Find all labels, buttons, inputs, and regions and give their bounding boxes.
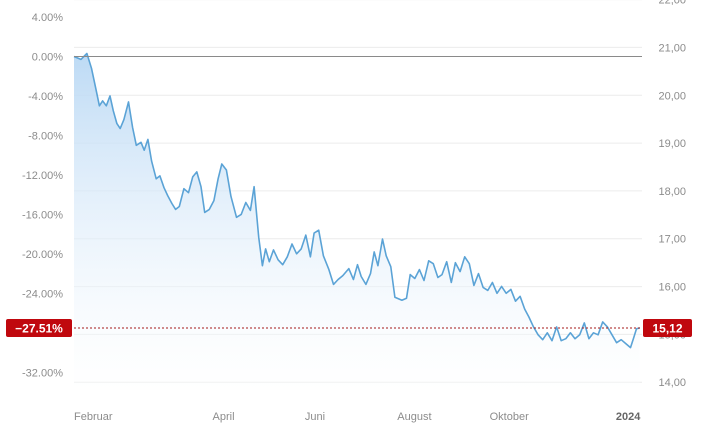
x-tick-label: August xyxy=(397,411,431,423)
x-tick-label: 2024 xyxy=(616,411,641,423)
area-fill xyxy=(74,53,640,392)
series-line xyxy=(73,52,640,349)
current-percent-badge-bg xyxy=(6,318,72,337)
right-tick-label: 21,00 xyxy=(658,42,686,54)
left-tick-label: 4.00% xyxy=(32,12,63,24)
left-tick-label: -8.00% xyxy=(28,130,63,142)
right-tick-label: 20,00 xyxy=(658,90,686,102)
left-tick-label: -16.00% xyxy=(22,209,63,221)
x-tick-label: April xyxy=(213,411,235,423)
right-tick-label: 22,00 xyxy=(658,0,686,7)
current-percent-badge: −27.51% xyxy=(6,318,72,337)
right-tick-label: 17,00 xyxy=(658,234,686,246)
left-tick-label: -4.00% xyxy=(28,91,63,103)
right-tick-label: 16,00 xyxy=(658,282,686,294)
reference-lines xyxy=(74,55,642,329)
right-tick-label: 14,00 xyxy=(658,377,686,389)
right-tick-label: 19,00 xyxy=(658,138,686,150)
series-area xyxy=(74,53,640,392)
x-tick-label: Juni xyxy=(305,411,325,423)
current-value-badges: −27.51% 15,12 xyxy=(6,318,692,337)
left-tick-label: -24.00% xyxy=(22,288,63,300)
x-tick-label: Februar xyxy=(74,411,113,423)
left-tick-label: -32.00% xyxy=(22,367,63,379)
current-percent-label: −27.51% xyxy=(15,321,63,335)
left-tick-label: 0.00% xyxy=(32,51,63,63)
current-price-badge-bg xyxy=(643,318,692,337)
x-axis-months: Februar April Juni August Oktober 2024 xyxy=(74,411,641,423)
current-price-badge: 15,12 xyxy=(643,318,692,337)
x-tick-label: Oktober xyxy=(490,411,529,423)
current-price-label: 15,12 xyxy=(652,321,682,335)
y-axis-left-percent: 4.00% 0.00% -4.00% -8.00% -12.00% -16.00% -20.… xyxy=(22,12,63,379)
right-tick-label: 18,00 xyxy=(658,186,686,198)
left-tick-label: -20.00% xyxy=(22,249,63,261)
series-line-layer xyxy=(73,52,640,349)
left-tick-label: -12.00% xyxy=(22,170,63,182)
